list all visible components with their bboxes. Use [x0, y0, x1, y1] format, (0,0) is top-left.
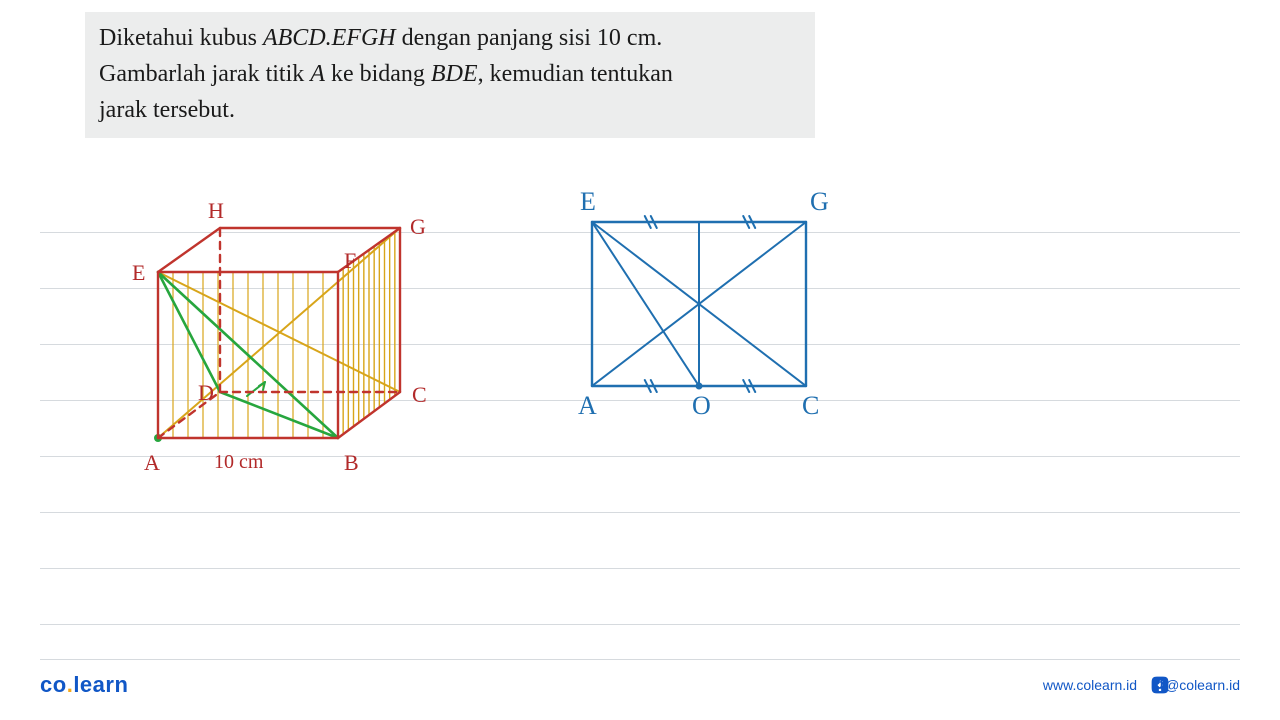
brand-learn: learn [73, 672, 128, 697]
svg-text:C: C [412, 382, 427, 407]
square-diagram: E G A C O [570, 186, 870, 436]
svg-text:B: B [344, 450, 359, 475]
q1-post: dengan panjang sisi 10 cm. [396, 25, 663, 51]
svg-text:H: H [208, 198, 224, 223]
question-line-2: Gambarlah jarak titik A ke bidang BDE, k… [99, 56, 801, 92]
svg-text:F: F [344, 248, 356, 273]
q2-em2: BDE [431, 61, 478, 87]
footer-url: www.colearn.id [1043, 677, 1137, 693]
tiktok-icon [1151, 676, 1169, 694]
svg-text:D: D [198, 380, 214, 405]
svg-text:G: G [410, 214, 426, 239]
brand-logo: co.learn [40, 672, 128, 698]
question-line-1: Diketahui kubus ABCD.EFGH dengan panjang… [99, 20, 801, 56]
q1-em: ABCD.EFGH [263, 25, 396, 51]
q2-post: , kemudian tentukan [478, 61, 673, 87]
svg-text:A: A [578, 391, 597, 420]
question-line-3: jarak tersebut. [99, 92, 801, 128]
diagram-area: A B C D E F G H 10 cm E G A C O [0, 170, 1280, 630]
question-box: Diketahui kubus ABCD.EFGH dengan panjang… [85, 12, 815, 138]
svg-text:G: G [810, 187, 829, 216]
footer: co.learn www.colearn.id @colearn.id [40, 659, 1240, 698]
cube-diagram: A B C D E F G H 10 cm [130, 188, 470, 498]
svg-text:A: A [144, 450, 160, 475]
svg-text:10 cm: 10 cm [214, 451, 264, 473]
svg-text:E: E [580, 187, 596, 216]
footer-handle: @colearn.id [1165, 677, 1240, 693]
footer-links: www.colearn.id @colearn.id [1043, 677, 1240, 693]
svg-text:O: O [692, 391, 711, 420]
q2-pre: Gambarlah jarak titik [99, 61, 310, 87]
q2-em1: A [310, 61, 325, 87]
svg-text:C: C [802, 391, 819, 420]
q2-mid: ke bidang [325, 61, 431, 87]
q1-pre: Diketahui kubus [99, 25, 263, 51]
svg-text:E: E [132, 260, 145, 285]
brand-co: co [40, 672, 67, 697]
